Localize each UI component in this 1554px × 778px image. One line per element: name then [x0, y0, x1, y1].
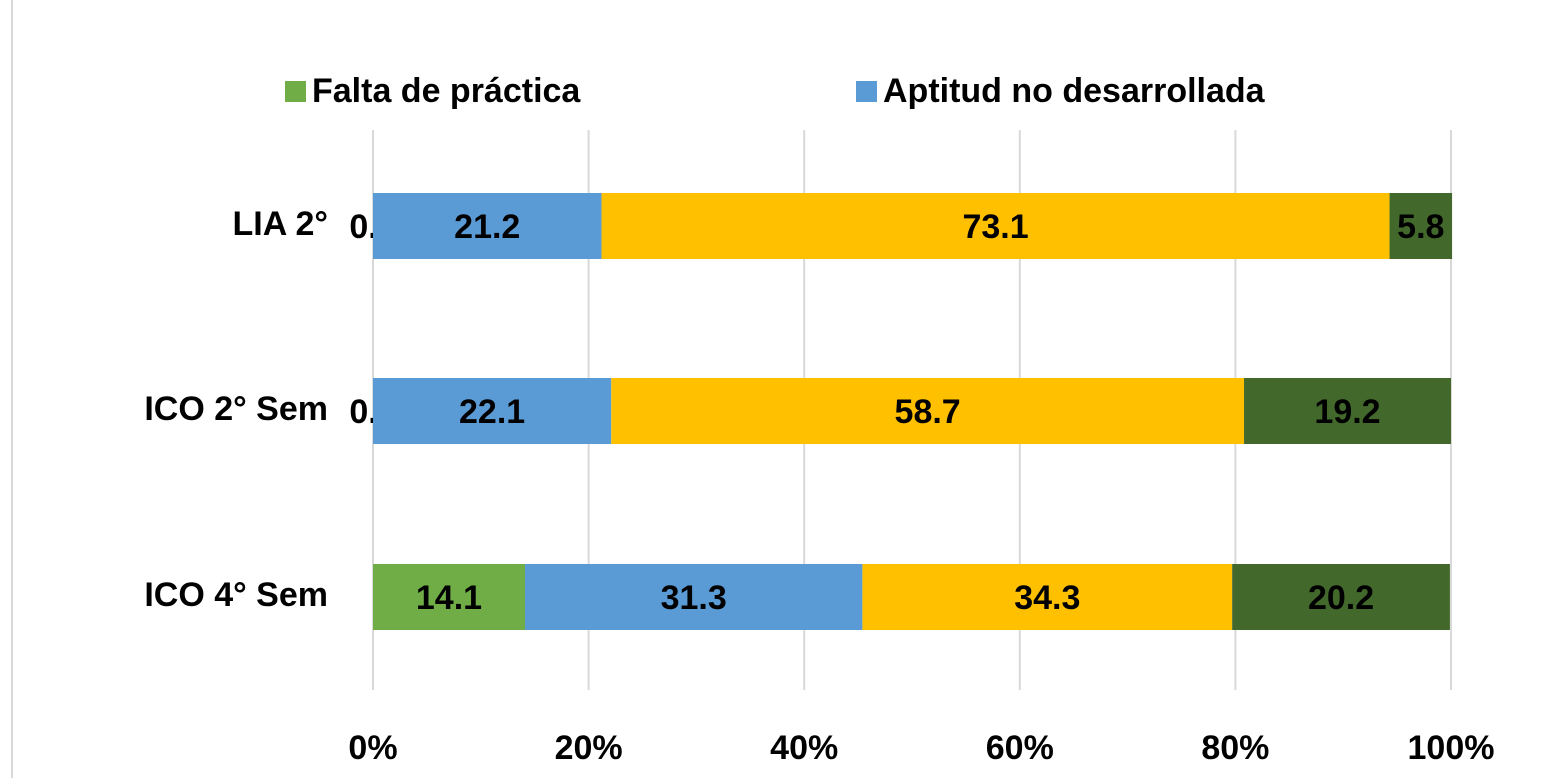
- x-tick-label: 40%: [770, 729, 838, 767]
- bar-segment: [1389, 193, 1453, 259]
- data-label: 20.2: [1308, 579, 1374, 617]
- x-tick-label: 80%: [1201, 729, 1269, 767]
- legend-swatch: [856, 81, 877, 102]
- bar-segment: [611, 378, 1245, 444]
- data-label: 21.2: [454, 208, 520, 246]
- data-label: 34.3: [1014, 579, 1080, 617]
- legend-label: Falta de práctica: [312, 72, 581, 110]
- y-tick-label: ICO 2° Sem: [144, 390, 328, 428]
- data-label: 73.1: [962, 208, 1028, 246]
- data-label: 14.1: [416, 579, 482, 617]
- y-tick-label: ICO 4° Sem: [144, 576, 328, 614]
- data-label: 19.2: [1314, 393, 1380, 431]
- x-tick-label: 20%: [555, 729, 623, 767]
- x-tick-label: 0%: [348, 729, 397, 767]
- bar-segment: [1232, 564, 1450, 630]
- bar-segment: [373, 564, 525, 630]
- legend-label: Aptitud no desarrollada: [883, 72, 1266, 110]
- legend-swatch: [285, 81, 306, 102]
- y-tick-label: LIA 2°: [233, 205, 328, 243]
- x-tick-label: 100%: [1408, 729, 1495, 767]
- data-label: 31.3: [661, 579, 727, 617]
- bar-segment: [1244, 378, 1451, 444]
- data-label: 22.1: [459, 393, 525, 431]
- bar-segment: [862, 564, 1233, 630]
- bar-segment: [601, 193, 1390, 259]
- bar-segment: [524, 564, 863, 630]
- data-label: 58.7: [895, 393, 961, 431]
- data-label: 5.8: [1397, 208, 1444, 246]
- x-tick-label: 60%: [986, 729, 1054, 767]
- bar-segment: [373, 378, 612, 444]
- bar-segment: [373, 193, 602, 259]
